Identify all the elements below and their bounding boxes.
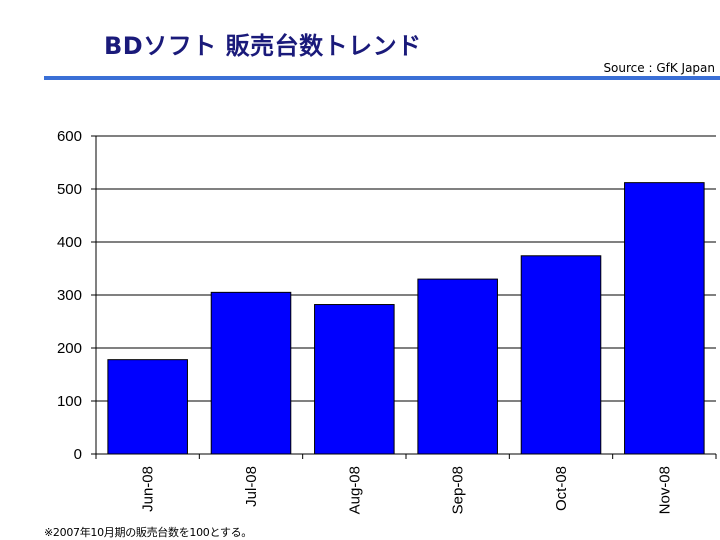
x-tick-label-Nov-08: Nov-08 [656,466,673,514]
y-tick-label-300: 300 [57,287,82,304]
y-tick-labels: 0 100 200 300 400 500 600 [57,128,82,463]
x-tick-label-Oct-08: Oct-08 [553,466,570,511]
x-tick-label-Aug-08: Aug-08 [346,466,363,514]
x-tick-labels: Jun-08 Jul-08 Aug-08 Sep-08 Oct-08 Nov-08 [140,466,674,514]
x-tick-label-Jul-08: Jul-08 [243,466,260,507]
y-tick-label-200: 200 [57,340,82,357]
title-underline [44,76,720,80]
chart-title: BDソフト 販売台数トレンド [104,32,422,60]
source-label: Source : GfK Japan [603,61,715,75]
x-tick-label-Sep-08: Sep-08 [450,466,467,514]
bar-Nov-08 [624,182,705,455]
bar-Oct-08 [520,255,602,455]
bar-Sep-08 [417,278,498,455]
x-tick-label-Jun-08: Jun-08 [140,466,157,512]
bar-Aug-08 [314,304,395,455]
y-tick-label-600: 600 [57,128,82,145]
bars [107,182,705,455]
y-tick-label-500: 500 [57,181,82,198]
y-tick-label-100: 100 [57,393,82,410]
footnote: ※2007年10月期の販売台数を100とする。 [44,526,252,539]
axes [95,136,717,459]
y-tick-label-0: 0 [74,446,82,463]
y-tick-label-400: 400 [57,234,82,251]
bar-Jul-08 [210,291,292,455]
bar-Jun-08 [107,359,188,455]
